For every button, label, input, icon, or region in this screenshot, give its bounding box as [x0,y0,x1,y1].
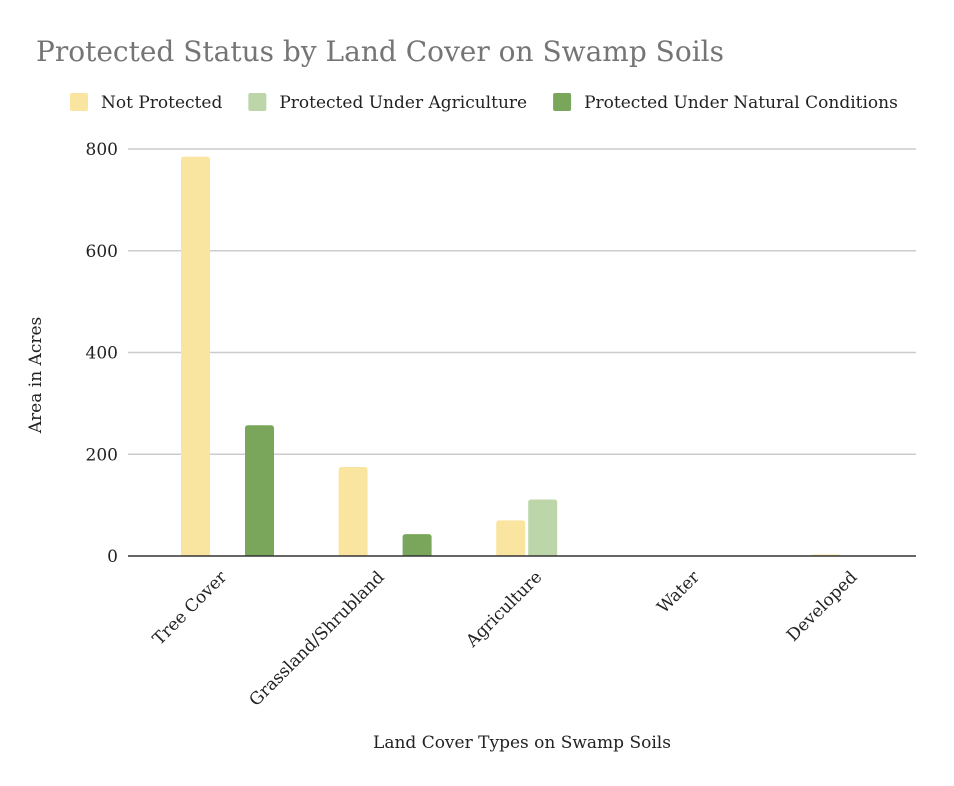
x-tick-label: Developed [783,567,861,645]
y-tick-label: 200 [86,445,118,465]
x-tick-label: Agriculture [462,567,547,652]
x-axis-ticks: Tree Cover Grassland/Shrubland Agriculture… [149,567,862,711]
legend-swatch [70,93,88,111]
legend: Not Protected Protected Under Agriculture… [70,93,898,113]
chart-title: Protected Status by Land Cover on Swamp … [36,35,724,68]
x-tick-label: Grassland/Shrubland [246,567,389,710]
bars [128,156,916,557]
legend-label: Not Protected [101,93,222,113]
bar [245,425,274,556]
bar [181,156,210,556]
bar [496,520,526,556]
y-tick-label: 400 [86,344,118,364]
legend-label: Protected Under Agriculture [279,93,527,113]
bar [402,534,432,556]
x-axis-label: Land Cover Types on Swamp Soils [373,733,671,753]
y-axis-ticks: 0 200 400 600 800 [86,140,118,567]
bar [338,466,368,556]
x-tick-label: Tree Cover [149,567,232,650]
y-tick-label: 800 [86,140,118,160]
y-tick-label: 600 [86,242,118,262]
legend-swatch [553,93,572,111]
legend-label: Protected Under Natural Conditions [584,93,898,113]
y-tick-label: 0 [107,547,118,567]
bar [528,499,558,556]
legend-swatch [248,93,267,111]
gridlines [128,148,916,455]
y-axis-label: Area in Acres [26,317,46,435]
x-tick-label: Water [654,567,705,618]
